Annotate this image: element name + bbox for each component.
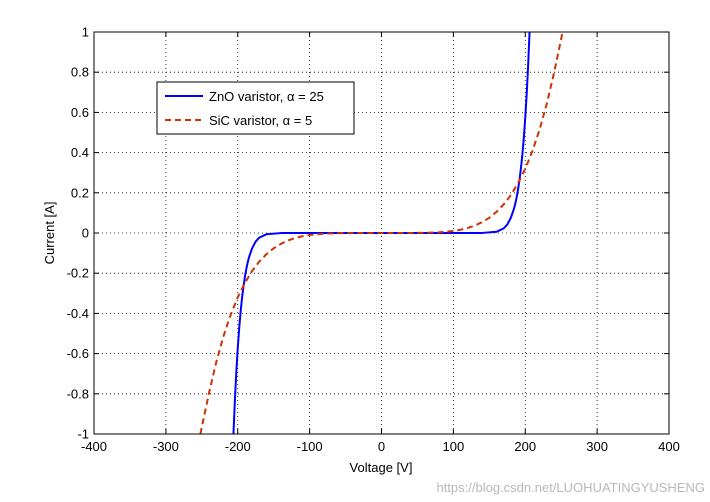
y-tick-label: 0.8 <box>71 65 89 80</box>
x-tick-label: 300 <box>586 439 608 454</box>
y-tick-label: -0.2 <box>67 266 89 281</box>
y-tick-label: -0.8 <box>67 386 89 401</box>
x-tick-label: -100 <box>297 439 323 454</box>
y-tick-label: 0.2 <box>71 185 89 200</box>
y-tick-label: 1 <box>82 25 89 40</box>
x-tick-label: 400 <box>658 439 680 454</box>
x-tick-label: -400 <box>81 439 107 454</box>
legend: ZnO varistor, α = 25 SiC varistor, α = 5 <box>156 81 355 135</box>
ticks <box>93 31 670 435</box>
x-tick-label: 100 <box>443 439 465 454</box>
x-tick-label: 200 <box>514 439 536 454</box>
y-tick-label: -0.6 <box>67 346 89 361</box>
x-axis-label: Voltage [V] <box>350 460 413 475</box>
legend-label-zno: ZnO varistor, α = 25 <box>209 89 324 104</box>
series-layer <box>199 32 564 434</box>
legend-box <box>156 81 355 135</box>
y-tick-label: -0.4 <box>67 306 89 321</box>
y-tick-label: 0 <box>82 226 89 241</box>
x-tick-label: -200 <box>225 439 251 454</box>
y-tick-label: 0.4 <box>71 145 89 160</box>
x-tick-labels: -400 -300 -200 -100 0 100 200 300 400 <box>81 439 680 454</box>
legend-label-sic: SiC varistor, α = 5 <box>209 113 312 128</box>
y-tick-label: -1 <box>77 427 89 442</box>
y-axis-label: Current [A] <box>42 202 57 265</box>
x-tick-label: 0 <box>378 439 385 454</box>
y-tick-labels: -1 -0.8 -0.6 -0.4 -0.2 0 0.2 0.4 0.6 0.8 1 <box>67 25 89 442</box>
y-tick-label: 0.6 <box>71 105 89 120</box>
series-line-sic <box>199 32 564 434</box>
watermark: https://blog.csdn.net/LUOHUATINGYUSHENG <box>436 480 705 495</box>
x-tick-label: -300 <box>153 439 179 454</box>
